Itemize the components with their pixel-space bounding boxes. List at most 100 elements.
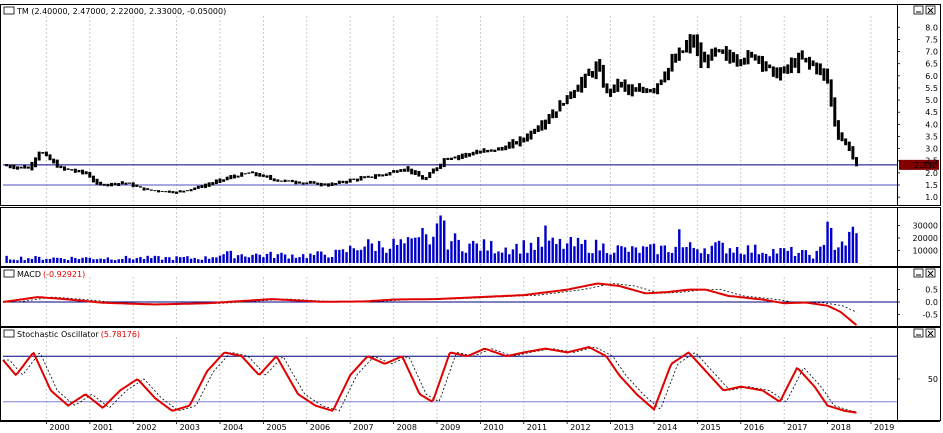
minimize-icon[interactable]: [913, 328, 924, 338]
volume-bar: [229, 250, 233, 263]
volume-bar: [276, 254, 280, 263]
price-bar: [348, 178, 352, 183]
pane-title: TM (2.40000, 2.47000, 2.22000, 2.33000, …: [16, 7, 226, 16]
price-bar: [377, 174, 381, 177]
price-bar: [341, 180, 345, 184]
volume-bar: [627, 251, 630, 263]
volume-bar: [179, 257, 182, 263]
volume-bar: [258, 254, 261, 263]
x-tick-label: 2016: [744, 423, 764, 432]
volume-bar: [320, 251, 323, 263]
volume-bar: [124, 255, 128, 263]
price-bar: [384, 173, 388, 176]
price-bar: [829, 79, 833, 107]
x-tick-label: 2009: [440, 423, 460, 432]
price-bar: [518, 136, 522, 147]
x-tick-label: 2017: [787, 423, 807, 432]
volume-bar: [797, 252, 800, 263]
volume-bar: [728, 248, 732, 263]
price-bar: [522, 137, 526, 143]
price-bar: [381, 174, 385, 177]
price-bar: [764, 61, 768, 72]
price-bar: [605, 83, 609, 94]
y-tick-label: 7.0: [925, 48, 938, 57]
volume-bar: [128, 258, 131, 263]
volume-bar: [721, 242, 724, 263]
volume-bar: [236, 255, 240, 263]
price-bar: [207, 182, 211, 187]
volume-bar: [287, 258, 290, 263]
price-bar: [240, 172, 244, 177]
volume-bar: [522, 240, 525, 263]
price-bar: [153, 190, 157, 192]
price-bar: [623, 79, 627, 92]
price-bar: [493, 149, 497, 152]
price-bar: [536, 125, 540, 132]
volume-bar: [587, 252, 591, 263]
price-bar: [587, 68, 591, 77]
last-price-label: 2.330: [914, 161, 937, 170]
price-bar: [464, 152, 468, 158]
pane-menu-icon[interactable]: [3, 269, 15, 278]
price-bar: [768, 64, 772, 69]
price-bar: [330, 182, 334, 187]
price-bar: [818, 63, 822, 76]
price-bar: [236, 175, 240, 178]
volume-bar: [175, 256, 178, 263]
volume-bar: [754, 244, 757, 263]
minimize-icon[interactable]: [913, 5, 924, 15]
volume-bar: [515, 243, 518, 263]
volume-bar: [388, 248, 392, 263]
minimize-icon[interactable]: [913, 268, 924, 278]
price-bar: [576, 84, 580, 92]
price-bar: [746, 50, 750, 65]
price-bar: [91, 175, 95, 183]
volume-bar: [446, 249, 450, 263]
y-tick-label: 8.0: [925, 23, 938, 32]
price-bar: [290, 179, 294, 183]
volume-bar: [5, 255, 8, 263]
volume-bar: [291, 254, 294, 263]
volume-bar: [30, 258, 34, 263]
price-bar: [775, 67, 779, 79]
price-bar: [323, 183, 327, 186]
price-bar: [431, 168, 435, 174]
price-bar: [594, 61, 598, 80]
price-bar: [547, 114, 551, 125]
volume-bar: [464, 252, 468, 263]
x-tick-label: 2007: [353, 423, 373, 432]
price-bar: [504, 145, 508, 151]
x-tick-label: 2015: [700, 423, 720, 432]
volume-bar: [240, 254, 243, 263]
volume-bar: [251, 254, 254, 263]
volume-bar: [9, 259, 12, 263]
price-bar: [782, 66, 786, 74]
price-bar: [247, 172, 251, 174]
y-tick-label: 5.0: [925, 96, 938, 105]
price-bar: [453, 156, 457, 159]
price-bar: [771, 66, 775, 77]
volume-bar: [341, 249, 345, 263]
volume-bar: [88, 257, 91, 263]
price-bar: [337, 180, 341, 184]
pane-menu-icon[interactable]: [3, 6, 15, 15]
volume-bar: [233, 258, 236, 263]
y-tick-label: 3.0: [925, 145, 938, 154]
pane-label: MACD: [17, 270, 41, 279]
volume-bar: [529, 242, 533, 263]
price-bar: [326, 183, 330, 187]
x-tick-label: 2010: [483, 423, 503, 432]
pane-menu-icon[interactable]: [3, 329, 15, 338]
price-bar: [590, 71, 594, 78]
price-bar: [449, 157, 453, 160]
close-icon-glyph: [927, 270, 934, 277]
price-bar: [301, 182, 305, 185]
price-bar: [214, 179, 218, 185]
price-bar: [641, 86, 645, 94]
volume-bar: [34, 255, 37, 263]
price-bar: [822, 68, 826, 81]
price-bar: [135, 184, 139, 187]
y-tick-label: -0.5: [922, 310, 938, 319]
price-bar: [692, 34, 696, 48]
